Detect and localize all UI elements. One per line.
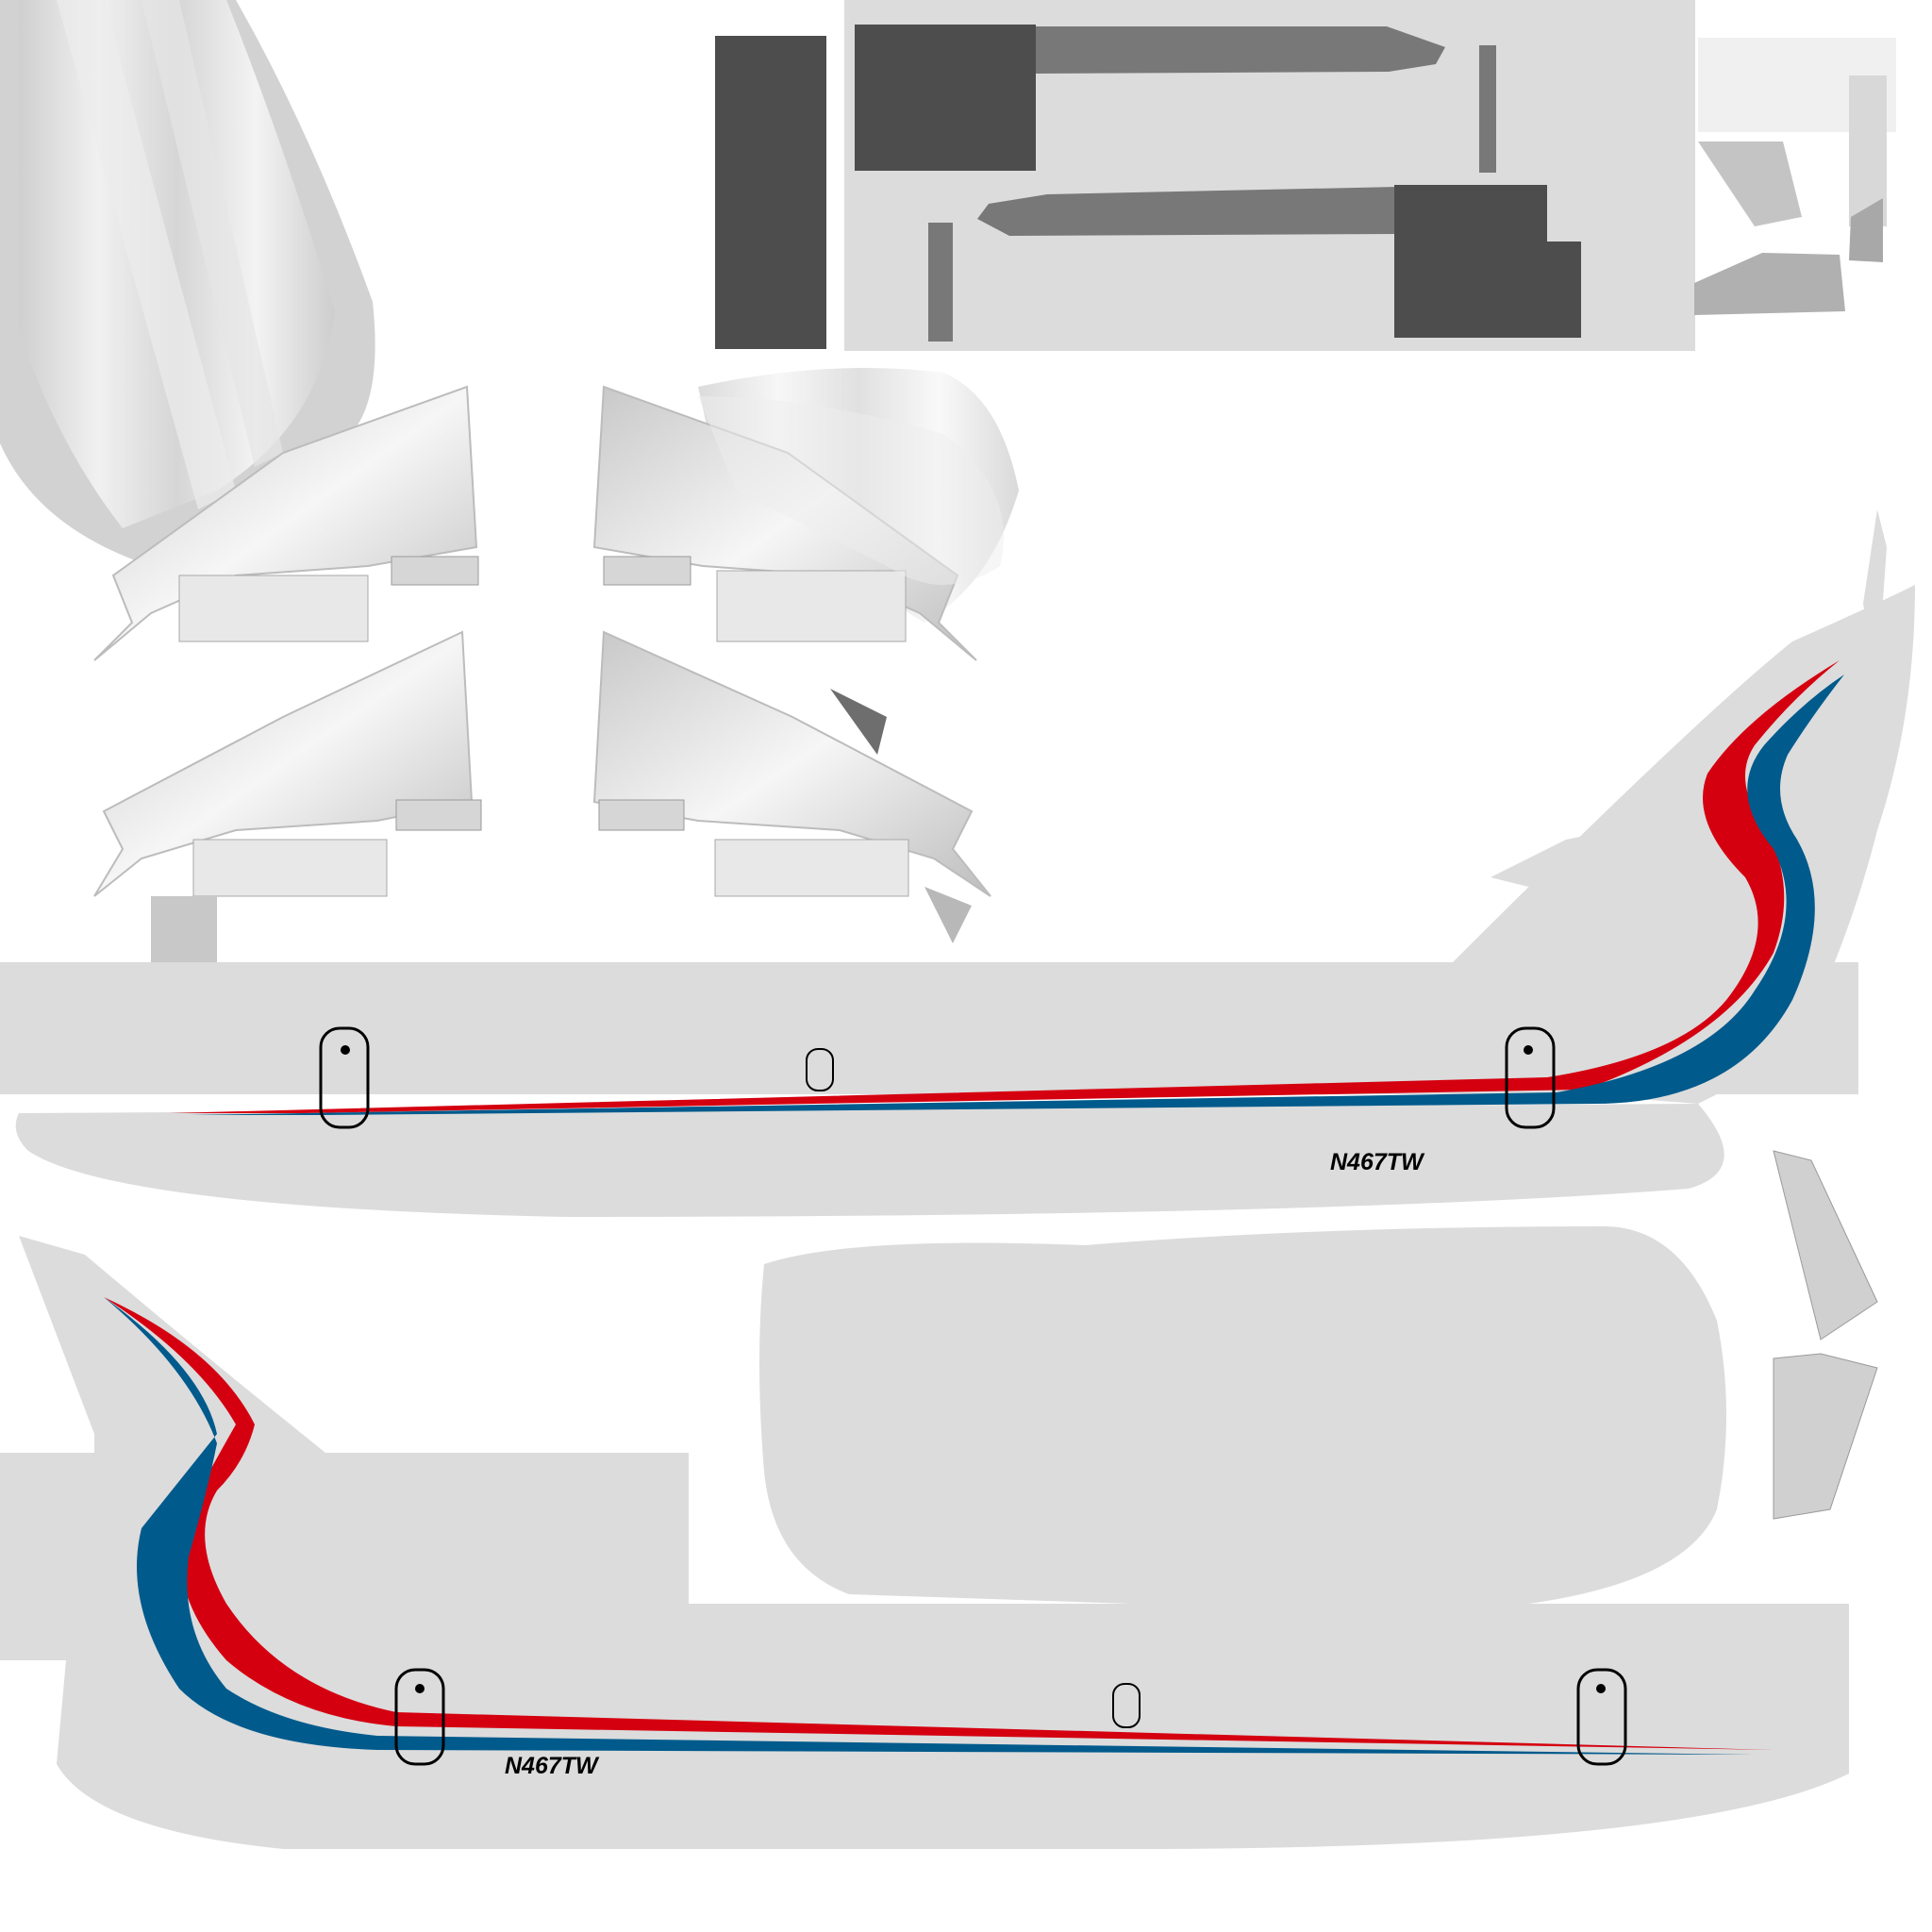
mid-panel-strip bbox=[1036, 26, 1445, 74]
registration-label-left: N467TW bbox=[1330, 1149, 1425, 1175]
engine-nacelle-panel bbox=[0, 0, 375, 566]
window-plug bbox=[1112, 1683, 1141, 1728]
dark-panel-block bbox=[855, 25, 1036, 171]
fuselage-right-side: N467TW bbox=[0, 1236, 1849, 1849]
dark-panel-block bbox=[715, 36, 826, 349]
mid-panel-bar bbox=[928, 223, 953, 341]
wing-top-left bbox=[93, 385, 479, 661]
wing-top-right bbox=[592, 385, 1004, 661]
dark-panel-block bbox=[1547, 242, 1581, 338]
mid-panel-bar bbox=[1479, 45, 1496, 173]
cargo-door bbox=[1576, 1668, 1627, 1766]
belly-panel bbox=[759, 1226, 1726, 1613]
small-parts-panel bbox=[1694, 38, 1896, 315]
fuselage-left-side: N467TW bbox=[0, 509, 1915, 1217]
dark-panel-group bbox=[715, 0, 1695, 351]
registration-label-right: N467TW bbox=[505, 1753, 600, 1779]
wing-bottom-right bbox=[592, 630, 991, 943]
blue-cheatline bbox=[189, 675, 1844, 1115]
horizontal-stabilizers bbox=[1773, 1150, 1878, 1520]
mid-panel-strip bbox=[977, 187, 1398, 236]
window-plug bbox=[806, 1048, 834, 1091]
cargo-door bbox=[394, 1668, 445, 1766]
dark-panel-block bbox=[1394, 185, 1547, 338]
cargo-door bbox=[1505, 1026, 1556, 1129]
cargo-door bbox=[319, 1026, 370, 1129]
wing-bottom-left bbox=[93, 630, 482, 972]
